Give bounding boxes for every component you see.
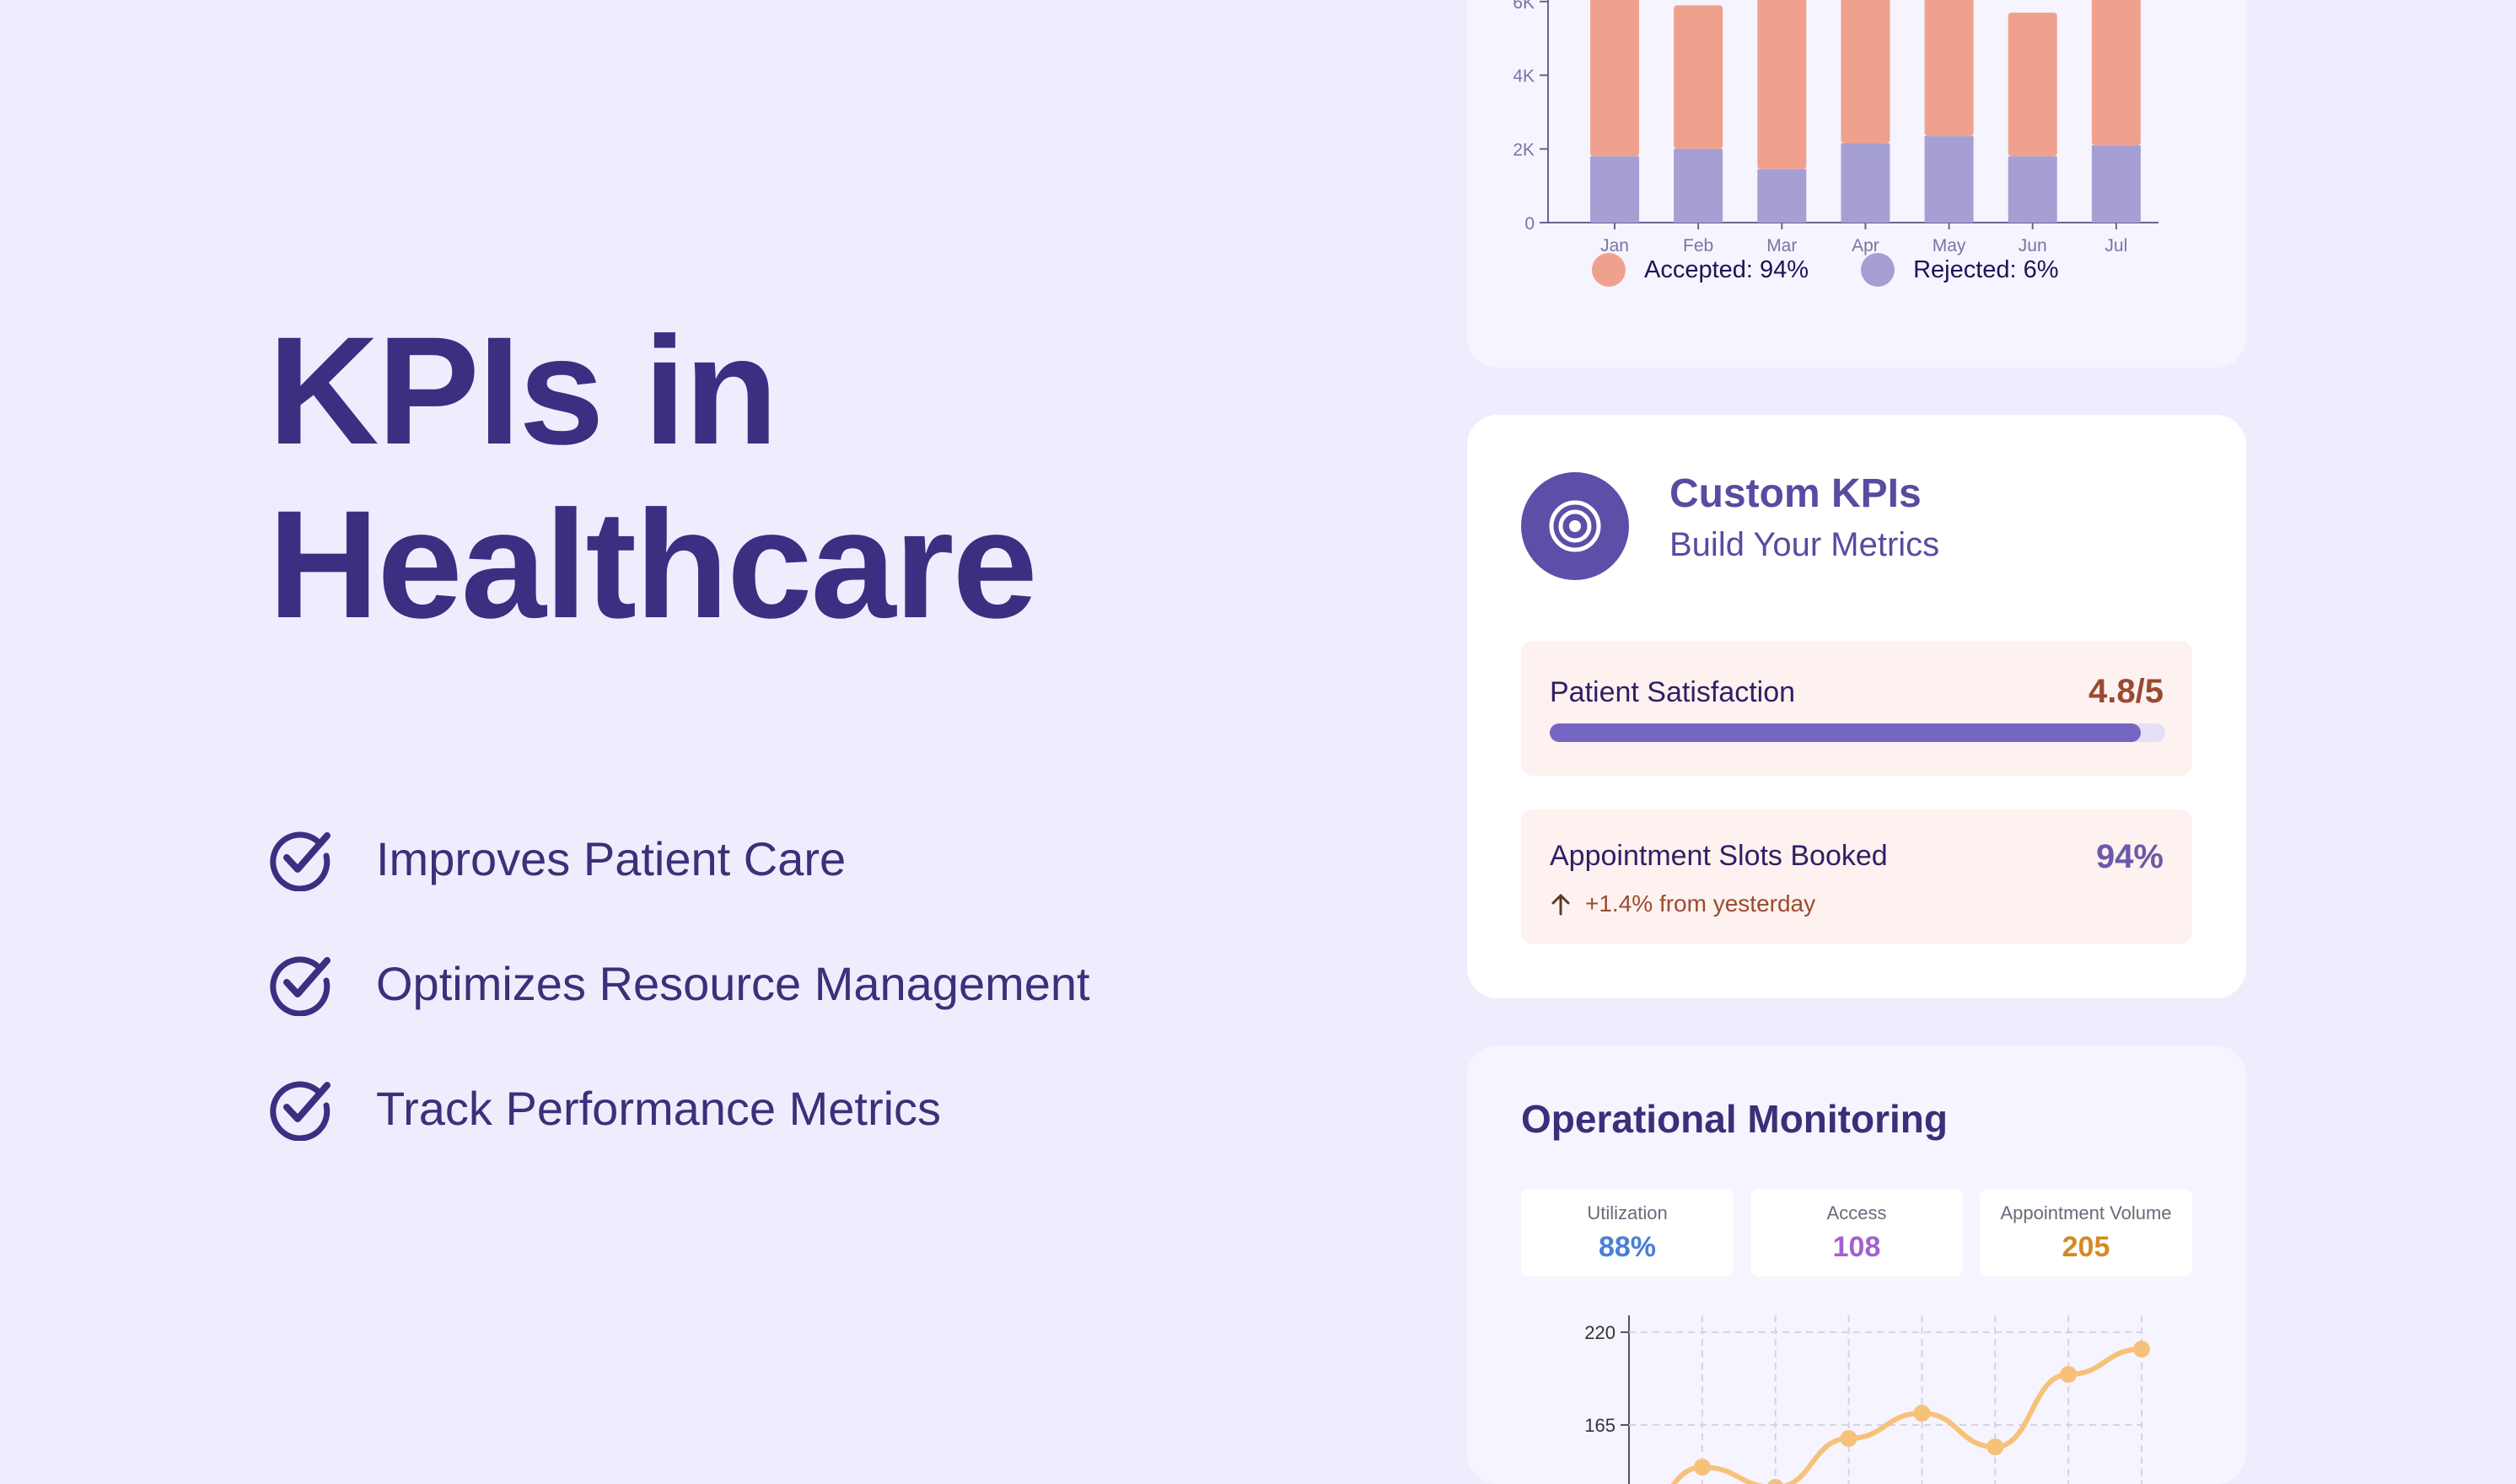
bar-rejected	[1757, 169, 1806, 223]
bar-accepted	[1925, 0, 1974, 136]
metric-value: 94%	[2096, 838, 2164, 876]
delta-text: +1.4% from yesterday	[1585, 890, 1815, 917]
kpi-icon-badge	[1521, 472, 1629, 580]
benefit-label: Improves Patient Care	[376, 831, 846, 886]
data-point	[2133, 1341, 2150, 1358]
appointment-slots-metric: Appointment Slots Booked 94% +1.4% from …	[1521, 809, 2192, 944]
legend-label-rejected: Rejected: 6%	[1913, 256, 2059, 284]
legend-label-accepted: Accepted: 94%	[1644, 256, 1809, 284]
check-circle-icon	[268, 825, 334, 891]
bar-rejected	[2008, 156, 2057, 223]
target-icon	[1545, 496, 1605, 556]
benefit-item: Improves Patient Care	[268, 796, 1090, 921]
bar-accepted	[1757, 0, 1806, 169]
y-tick-label: 4K	[1513, 67, 1535, 86]
volume-line-chart: 165 220	[1467, 1298, 2246, 1484]
benefit-item: Optimizes Resource Management	[268, 921, 1090, 1046]
stat-utilization: Utilization 88%	[1521, 1189, 1734, 1277]
data-point	[2060, 1366, 2077, 1383]
check-circle-icon	[268, 1075, 334, 1141]
bar-accepted	[1590, 0, 1639, 156]
chart-legend: Accepted: 94% Rejected: 6%	[1592, 253, 2111, 287]
bar-accepted	[1674, 5, 1723, 148]
ops-title: Operational Monitoring	[1521, 1096, 1948, 1142]
custom-kpis-card: Custom KPIs Build Your Metrics Patient S…	[1467, 415, 2246, 998]
data-point	[1694, 1459, 1711, 1476]
bar-accepted	[2092, 0, 2141, 145]
patient-satisfaction-metric: Patient Satisfaction 4.8/5	[1521, 641, 2192, 776]
y-tick-label: 165	[1584, 1415, 1616, 1436]
bar-accepted	[2008, 13, 2057, 156]
bar-rejected	[1590, 156, 1639, 223]
bar-rejected	[2092, 145, 2141, 223]
satisfaction-progress-fill	[1550, 723, 2141, 742]
stat-value: 88%	[1521, 1231, 1734, 1264]
kpi-subtitle: Build Your Metrics	[1669, 526, 1939, 564]
y-tick-label: 2K	[1513, 141, 1535, 160]
benefit-list: Improves Patient Care Optimizes Resource…	[268, 796, 1090, 1170]
page-title-line-1: KPIs in	[268, 304, 1036, 477]
legend-item-rejected: Rejected: 6%	[1861, 253, 2059, 287]
benefit-item: Track Performance Metrics	[268, 1046, 1090, 1170]
metric-value: 4.8/5	[2089, 673, 2164, 711]
bar-rejected	[1841, 143, 1890, 223]
stat-appointment-volume: Appointment Volume 205	[1980, 1189, 2192, 1277]
data-point	[1913, 1405, 1930, 1422]
metric-delta: +1.4% from yesterday	[1550, 890, 1815, 917]
y-tick-label: 6K	[1513, 0, 1535, 13]
circle-dot-rejected-icon	[1861, 253, 1895, 287]
y-tick-label: 0	[1524, 214, 1535, 234]
bar-rejected	[1674, 149, 1723, 223]
stat-label: Access	[1750, 1202, 1963, 1224]
stat-access: Access 108	[1750, 1189, 1963, 1277]
bar-accepted	[1841, 0, 1890, 143]
stat-value: 108	[1750, 1231, 1963, 1264]
stat-value: 205	[1980, 1231, 2192, 1264]
operational-monitoring-card: Operational Monitoring Utilization 88% A…	[1467, 1046, 2246, 1484]
metric-label: Patient Satisfaction	[1550, 676, 1795, 709]
claims-chart-card: 0 2K 4K 6K Jan Feb Mar Apr May Jun Jul Accepted: 9…	[1467, 0, 2246, 368]
y-tick-label: 220	[1584, 1322, 1616, 1343]
bar-rejected	[1925, 136, 1974, 223]
arrow-up-icon	[1550, 892, 1572, 916]
data-point	[1986, 1438, 2003, 1455]
data-point	[1841, 1430, 1857, 1447]
satisfaction-progress-track	[1550, 723, 2165, 742]
benefit-label: Optimizes Resource Management	[376, 956, 1090, 1011]
circle-dot-accepted-icon	[1592, 253, 1626, 287]
metric-label: Appointment Slots Booked	[1550, 840, 1888, 873]
kpi-title: Custom KPIs	[1669, 470, 1922, 517]
stat-label: Utilization	[1521, 1202, 1734, 1224]
check-circle-icon	[268, 950, 334, 1016]
legend-item-accepted: Accepted: 94%	[1592, 253, 1809, 287]
stat-label: Appointment Volume	[1980, 1202, 2192, 1224]
data-point	[1767, 1479, 1784, 1484]
page-title: KPIs in Healthcare	[268, 304, 1036, 651]
benefit-label: Track Performance Metrics	[376, 1081, 941, 1136]
page-title-line-2: Healthcare	[268, 477, 1036, 651]
